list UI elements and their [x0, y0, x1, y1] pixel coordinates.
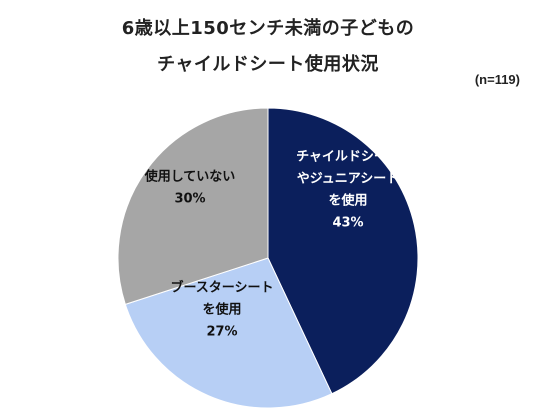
sample-size-note: (n=119) [474, 72, 520, 87]
pie-slice-2 [124, 257, 333, 409]
pie-labels: チャイルドシートやジュニアシートを使用43%ブースターシートを使用27%使用して… [144, 150, 400, 340]
slice-2-label-line-1: ブースターシート [170, 280, 273, 296]
slice-1-label-line-3: を使用 [328, 193, 367, 209]
chart-title-line-2: チャイルドシート使用状況 [157, 54, 379, 75]
slice-2-label-line-2: を使用 [202, 302, 241, 318]
slice-1-value-label: 43% [332, 216, 363, 231]
slice-3-value-label: 30% [174, 192, 205, 207]
slice-3-label-line-1: 使用していない [144, 169, 236, 185]
slice-2-value-label: 27% [206, 325, 237, 340]
pie-slice-1 [267, 107, 419, 395]
slice-1-label-line-1: チャイルドシート [296, 150, 400, 165]
chart-title-line-1: 6歳以上150センチ未満の子どもの [121, 18, 415, 39]
slice-1-label-line-2: やジュニアシート [297, 172, 400, 187]
pie-slice-3 [117, 107, 269, 305]
pie-slices [117, 107, 419, 409]
